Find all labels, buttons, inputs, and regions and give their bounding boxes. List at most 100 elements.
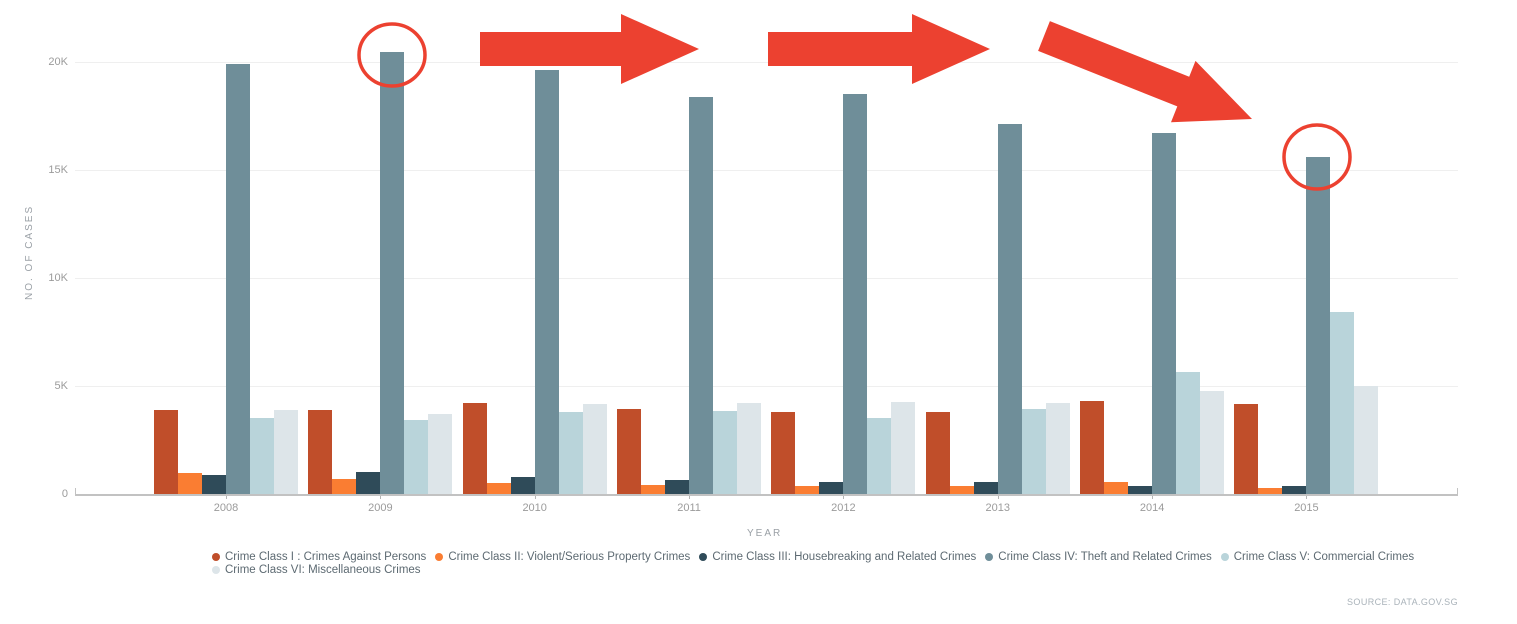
legend-dot-icon: [435, 553, 444, 561]
bar-2008-class-3: [202, 474, 226, 494]
bar-2015-class-1: [1234, 404, 1259, 494]
bar-2012-class-4: [843, 94, 868, 494]
y-tick-label: 5K: [54, 379, 68, 392]
bar-2012-class-6: [891, 402, 916, 494]
x-tick-label: 2009: [368, 502, 393, 514]
bar-2011-class-1: [617, 408, 642, 494]
bar-2013-class-6: [1045, 403, 1070, 494]
bar-2008-class-4: [226, 63, 250, 494]
trend-arrow-annotation: [480, 14, 699, 84]
bar-2010-class-3: [510, 476, 535, 494]
legend-dot-icon: [212, 566, 220, 574]
x-tick-mark: [534, 494, 536, 499]
x-tick-mark: [1152, 494, 1154, 499]
bar-2015-class-6: [1354, 385, 1379, 494]
x-tick-mark: [843, 494, 845, 499]
legend-dot-icon: [212, 553, 220, 561]
legend-item: Crime Class III: Housebreaking and Relat…: [699, 551, 976, 563]
y-tick-label: 15K: [48, 163, 68, 176]
x-tick-mark: [226, 494, 227, 499]
bar-2010-class-2: [486, 483, 511, 494]
bar-2011-class-2: [641, 485, 666, 494]
legend-item: Crime Class IV: Theft and Related Crimes: [985, 551, 1212, 563]
bar-2012-class-2: [795, 485, 820, 494]
y-gridline: [75, 169, 1458, 171]
chart-legend: Crime Class I : Crimes Against Persons Cr…: [212, 551, 1462, 577]
bar-2011-class-3: [665, 479, 690, 494]
bar-2014-class-3: [1128, 486, 1153, 494]
bar-2014-class-2: [1104, 482, 1129, 494]
trend-arrow-annotation: [1038, 21, 1252, 123]
bar-2015-class-3: [1282, 486, 1307, 494]
legend-item: Crime Class II: Violent/Serious Property…: [435, 551, 690, 563]
bar-2013-class-4: [997, 124, 1022, 494]
x-tick-label: 2015: [1294, 502, 1319, 514]
x-tick-mark: [380, 494, 382, 499]
x-tick-label: 2012: [831, 502, 856, 514]
bar-2012-class-3: [819, 482, 844, 494]
x-axis-line: [75, 494, 1458, 496]
legend-dot-icon: [1220, 553, 1229, 561]
bar-2009-class-2: [332, 478, 357, 494]
bar-2015-class-4: [1306, 156, 1331, 494]
x-tick-label: 2008: [213, 502, 239, 514]
trend-arrow-annotation: [768, 14, 990, 84]
y-tick-label: 20K: [48, 55, 68, 68]
bar-2009-class-5: [404, 420, 429, 494]
bar-2008-class-2: [178, 473, 202, 494]
legend-item: Crime Class VI: Miscellaneous Crimes: [212, 564, 421, 576]
legend-item: Crime Class I : Crimes Against Persons: [212, 551, 426, 563]
bar-2012-class-5: [867, 418, 892, 494]
bar-2012-class-1: [771, 411, 796, 494]
bar-2010-class-5: [558, 411, 583, 494]
bar-2008-class-5: [250, 418, 274, 494]
source-credit: SOURCE: DATA.GOV.SG: [1347, 597, 1458, 607]
bar-2011-class-5: [713, 410, 738, 494]
legend-label: Crime Class I : Crimes Against Persons: [225, 551, 427, 563]
legend-label: Crime Class III: Housebreaking and Relat…: [712, 551, 977, 563]
bar-2008-class-6: [274, 409, 298, 494]
y-gridline: [75, 385, 1458, 387]
x-tick-mark: [689, 494, 691, 499]
legend-label: Crime Class VI: Miscellaneous Crimes: [225, 564, 421, 576]
bar-2009-class-3: [356, 472, 381, 494]
bar-2013-class-5: [1021, 408, 1046, 494]
legend-label: Crime Class II: Violent/Serious Property…: [448, 551, 691, 563]
bar-2014-class-4: [1152, 132, 1177, 494]
bar-2013-class-3: [973, 482, 998, 494]
legend-dot-icon: [985, 553, 994, 561]
bar-2009-class-4: [380, 51, 405, 494]
bar-2010-class-6: [582, 404, 607, 494]
bar-2014-class-1: [1080, 401, 1105, 494]
bar-2008-class-1: [154, 409, 178, 494]
x-tick-label: 2010: [522, 502, 547, 514]
bar-2009-class-6: [428, 414, 453, 494]
bar-2010-class-4: [534, 70, 559, 494]
x-tick-label: 2013: [985, 502, 1010, 514]
bar-2011-class-6: [737, 403, 762, 494]
bar-2013-class-1: [925, 411, 950, 494]
x-tick-label: 2014: [1139, 502, 1165, 514]
legend-item: Crime Class V: Commercial Crimes: [1220, 551, 1415, 563]
legend-label: Crime Class IV: Theft and Related Crimes: [998, 551, 1212, 563]
y-tick-label: 10K: [48, 271, 68, 284]
axis-end-tick: [75, 488, 76, 496]
bar-2013-class-2: [949, 486, 974, 494]
legend-label: Crime Class V: Commercial Crimes: [1233, 551, 1415, 563]
y-gridline: [75, 277, 1458, 279]
y-gridline: [75, 61, 1458, 63]
y-tick-label: 0: [61, 488, 68, 500]
bar-2015-class-5: [1330, 312, 1355, 494]
bar-2009-class-1: [308, 409, 333, 494]
bar-2011-class-4: [689, 97, 714, 494]
legend-dot-icon: [699, 553, 708, 561]
axis-end-tick: [1457, 488, 1458, 496]
bar-2015-class-2: [1258, 487, 1283, 494]
x-tick-mark: [1306, 494, 1308, 499]
y-axis-title: NO. OF CASES: [24, 204, 35, 300]
bar-2014-class-5: [1176, 371, 1201, 494]
x-axis-title: YEAR: [747, 528, 783, 539]
x-tick-mark: [997, 494, 999, 499]
x-tick-label: 2011: [677, 502, 701, 514]
